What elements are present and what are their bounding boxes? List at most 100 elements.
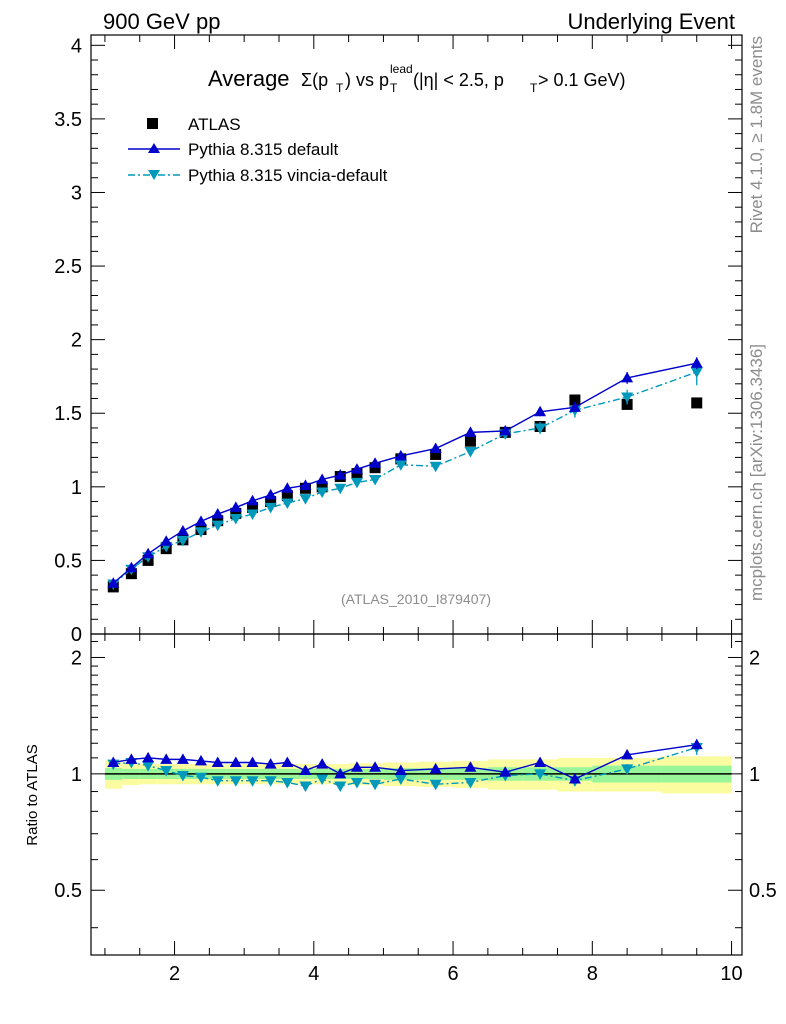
vincia-point xyxy=(690,367,703,379)
ratio-vincia-point xyxy=(142,761,155,772)
ratio-default-point xyxy=(211,756,224,767)
x-tick-label: 6 xyxy=(447,963,458,985)
ratio-default-point xyxy=(229,756,242,767)
main-y-tick-label: 0.5 xyxy=(54,550,82,572)
ratio-default-point xyxy=(316,758,329,769)
vincia-point xyxy=(350,477,363,489)
atlas-point xyxy=(569,394,581,406)
ratio-vincia-point xyxy=(299,781,312,793)
default-point xyxy=(334,469,347,480)
title-average: Average xyxy=(208,66,290,91)
default-point xyxy=(229,501,242,512)
default-point xyxy=(211,508,224,519)
ratio-plot: 2 4 6 8 10 0.5 0.5 1 1 2 2 xyxy=(54,633,777,985)
ratio-default-point xyxy=(107,756,120,767)
ratio-default-point xyxy=(621,748,634,760)
header-left: 900 GeV pp xyxy=(103,9,220,34)
legend-default-label: Pythia 8.315 default xyxy=(188,140,339,159)
atlas-point xyxy=(430,448,442,460)
vincia-point xyxy=(176,536,189,547)
default-point xyxy=(246,494,259,506)
vincia-point xyxy=(281,498,294,510)
ratio-vincia-point xyxy=(350,777,363,789)
legend-vincia-marker xyxy=(148,170,160,180)
ratio-vincia-point xyxy=(160,766,173,777)
ratio-default-point xyxy=(429,762,442,774)
main-y-tick-label: 3.5 xyxy=(54,109,82,131)
vincia-point xyxy=(316,487,329,498)
ratio-default-point xyxy=(195,754,208,766)
ratio-default-point xyxy=(568,772,581,784)
ratio-default-point xyxy=(690,738,703,750)
ratio-vincia-point xyxy=(281,777,294,789)
default-point xyxy=(160,535,173,546)
ratio-y-tick-label-left: 2 xyxy=(71,647,82,669)
vincia-point xyxy=(229,513,242,525)
chart-title: Average Σ(p T ) vs p lead T (|η| < 2.5, … xyxy=(208,62,626,95)
vincia-line xyxy=(112,371,697,585)
ratio-vincia-point xyxy=(394,774,407,785)
x-tick-label: 2 xyxy=(169,963,180,985)
header-right: Underlying Event xyxy=(567,9,735,34)
ratio-default-point xyxy=(369,761,382,772)
title-vs: ) vs p xyxy=(345,70,389,90)
main-y-tick-label: 3 xyxy=(71,182,82,204)
x-tick-label: 8 xyxy=(587,963,598,985)
main-y-tick-label: 1.5 xyxy=(54,403,82,425)
ratio-vincia-point xyxy=(534,769,547,780)
title-cuts-b: > 0.1 GeV) xyxy=(538,70,626,90)
atlas-point xyxy=(316,481,328,493)
title-sub-t-3: T xyxy=(530,81,538,95)
vincia-point xyxy=(246,509,259,521)
ratio-vincia-point xyxy=(621,764,634,775)
ratio-vincia-point xyxy=(176,771,189,782)
ratio-vincia-point xyxy=(229,776,242,787)
legend-default-marker xyxy=(148,143,160,153)
vincia-point xyxy=(429,461,442,473)
title-lead: lead xyxy=(390,62,413,76)
vincia-point xyxy=(534,423,547,434)
ratio-y-tick-label-left: 0.5 xyxy=(54,880,82,902)
atlas-point xyxy=(464,435,476,447)
default-point xyxy=(369,457,382,468)
ratio-ylabel: Ratio to ATLAS xyxy=(24,744,41,845)
ratio-vincia-point xyxy=(316,774,329,785)
vincia-point xyxy=(264,502,277,514)
ratio-vincia-point xyxy=(264,776,277,787)
atlas-point xyxy=(247,501,259,513)
ratio-y-tick-label-left: 1 xyxy=(71,764,82,786)
ratio-vincia-point xyxy=(464,777,477,789)
ratio-default-point xyxy=(176,753,189,764)
main-y-tick-label: 2.5 xyxy=(54,256,82,278)
legend-atlas-label: ATLAS xyxy=(188,115,241,134)
ratio-default-point xyxy=(264,758,277,769)
title-sigma: Σ(p xyxy=(301,70,328,90)
default-point xyxy=(316,473,329,484)
ratio-y-tick-label-right: 1 xyxy=(749,764,760,786)
default-point xyxy=(499,424,512,436)
main-y-tick-label: 0 xyxy=(71,624,82,646)
default-point xyxy=(350,463,363,474)
default-point xyxy=(299,479,312,490)
ratio-default-point xyxy=(534,756,547,767)
vincia-point xyxy=(211,520,224,532)
default-point xyxy=(107,577,120,588)
main-y-tick-label: 2 xyxy=(71,330,82,352)
title-sub-t-2: T xyxy=(390,81,398,95)
ratio-default-point xyxy=(142,751,155,763)
ratio-default-point xyxy=(394,764,407,776)
ratio-frame xyxy=(90,633,743,956)
default-point xyxy=(142,547,155,559)
default-point xyxy=(394,449,407,461)
ratio-default-point xyxy=(350,761,363,772)
default-point xyxy=(534,405,547,417)
main-y-tick-label: 4 xyxy=(71,35,82,57)
default-point xyxy=(568,401,581,412)
ratio-vincia-point xyxy=(334,781,347,793)
default-point xyxy=(281,482,294,493)
vincia-point xyxy=(394,460,407,471)
analysis-watermark: (ATLAS_2010_I879407) xyxy=(341,591,491,607)
vincia-point xyxy=(299,494,312,505)
ratio-vincia-point xyxy=(369,779,382,791)
mcplots-label: mcplots.cern.ch [arXiv:1306.3436] xyxy=(747,344,766,601)
